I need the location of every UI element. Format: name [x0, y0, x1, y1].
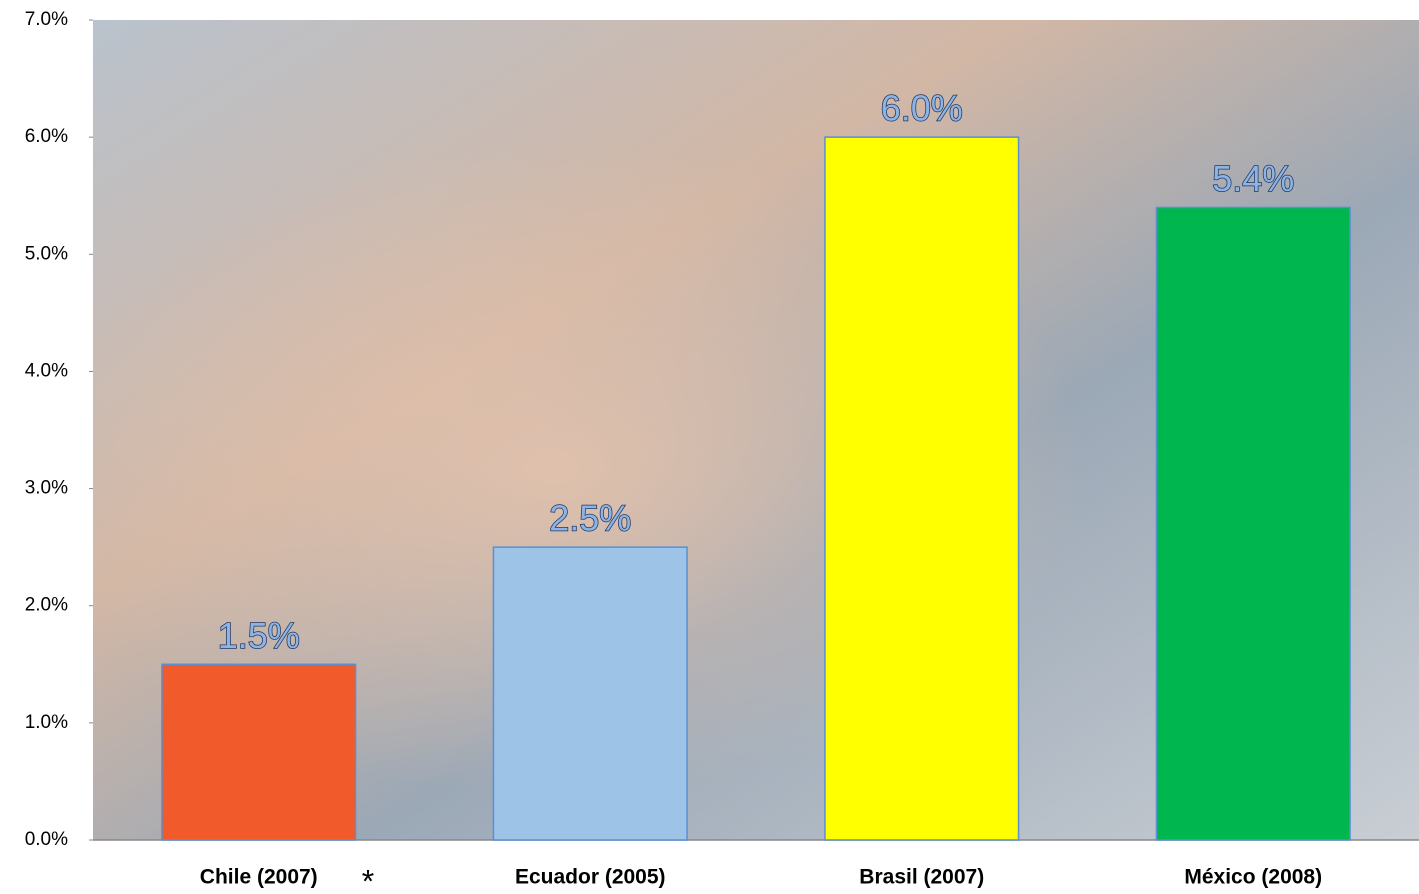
y-tick-label: 3.0%: [25, 478, 68, 499]
y-tick-label: 4.0%: [25, 360, 68, 381]
y-tick-label: 1.0%: [25, 712, 68, 733]
bar: [1155, 206, 1351, 841]
y-tick-label: 7.0%: [25, 9, 68, 30]
y-tick-label: 5.0%: [25, 243, 68, 264]
y-tick-label: 6.0%: [25, 126, 68, 147]
value-label: 6.0%: [881, 88, 963, 129]
y-tick-label: 0.0%: [25, 829, 68, 850]
annotation: *: [362, 863, 374, 894]
x-tick-label: Ecuador (2005): [515, 866, 666, 889]
value-label: 2.5%: [549, 498, 631, 539]
bar: [161, 663, 357, 841]
value-label: 5.4%: [1212, 158, 1294, 199]
bar: [492, 546, 688, 841]
x-tick-label: México (2008): [1184, 866, 1322, 889]
x-tick-label: Chile (2007): [200, 866, 318, 889]
bar: [824, 136, 1020, 841]
x-tick-label: Brasil (2007): [859, 866, 984, 889]
y-tick-label: 2.0%: [25, 595, 68, 616]
value-label: 1.5%: [218, 615, 300, 656]
